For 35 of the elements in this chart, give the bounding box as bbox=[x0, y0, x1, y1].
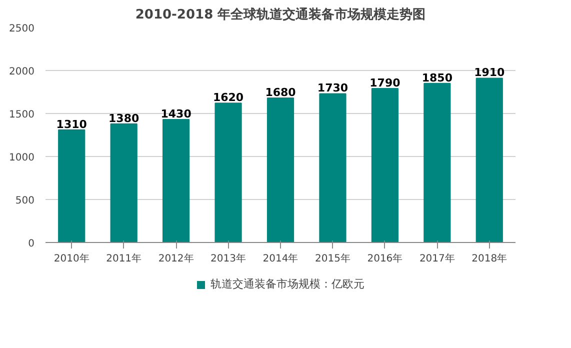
bar bbox=[424, 82, 451, 242]
x-tick-label: 2010年 bbox=[54, 252, 90, 264]
data-label: 1380 bbox=[108, 112, 140, 125]
chart-title: 2010-2018 年全球轨道交通装备市场规模走势图 bbox=[135, 6, 426, 22]
x-tick-label: 2012年 bbox=[158, 252, 194, 264]
x-tick-label: 2015年 bbox=[315, 252, 350, 264]
bar bbox=[58, 129, 86, 242]
bar bbox=[110, 123, 138, 242]
bar bbox=[266, 98, 294, 242]
x-tick-label: 2011年 bbox=[106, 252, 142, 264]
y-tick-label: 1000 bbox=[9, 152, 35, 164]
y-tick-label: 2000 bbox=[9, 66, 35, 78]
data-label: 1730 bbox=[317, 82, 348, 95]
y-tick-label: 2500 bbox=[9, 24, 35, 34]
bar bbox=[162, 119, 190, 242]
bar bbox=[371, 88, 398, 242]
x-tick-label: 2014年 bbox=[262, 252, 298, 264]
data-label: 1430 bbox=[160, 108, 192, 121]
data-label: 1310 bbox=[56, 118, 88, 131]
data-label: 1910 bbox=[474, 66, 506, 80]
x-tick-label: 2018年 bbox=[472, 252, 508, 264]
bar bbox=[214, 102, 242, 242]
data-label: 1790 bbox=[370, 76, 401, 90]
x-tick-label: 2013年 bbox=[210, 252, 246, 264]
bar bbox=[319, 93, 346, 242]
y-tick-label: 0 bbox=[28, 238, 35, 250]
x-tick-label: 2016年 bbox=[367, 252, 403, 264]
data-label: 1620 bbox=[212, 91, 244, 104]
y-tick-label: 1500 bbox=[9, 110, 35, 120]
data-label: 1680 bbox=[265, 86, 296, 100]
data-label: 1850 bbox=[422, 71, 453, 84]
bar bbox=[476, 78, 503, 242]
y-tick-label: 500 bbox=[15, 196, 35, 206]
legend-label: 轨道交通装备市场规模：亿欧元 bbox=[210, 276, 364, 292]
x-tick-label: 2017年 bbox=[419, 252, 455, 264]
